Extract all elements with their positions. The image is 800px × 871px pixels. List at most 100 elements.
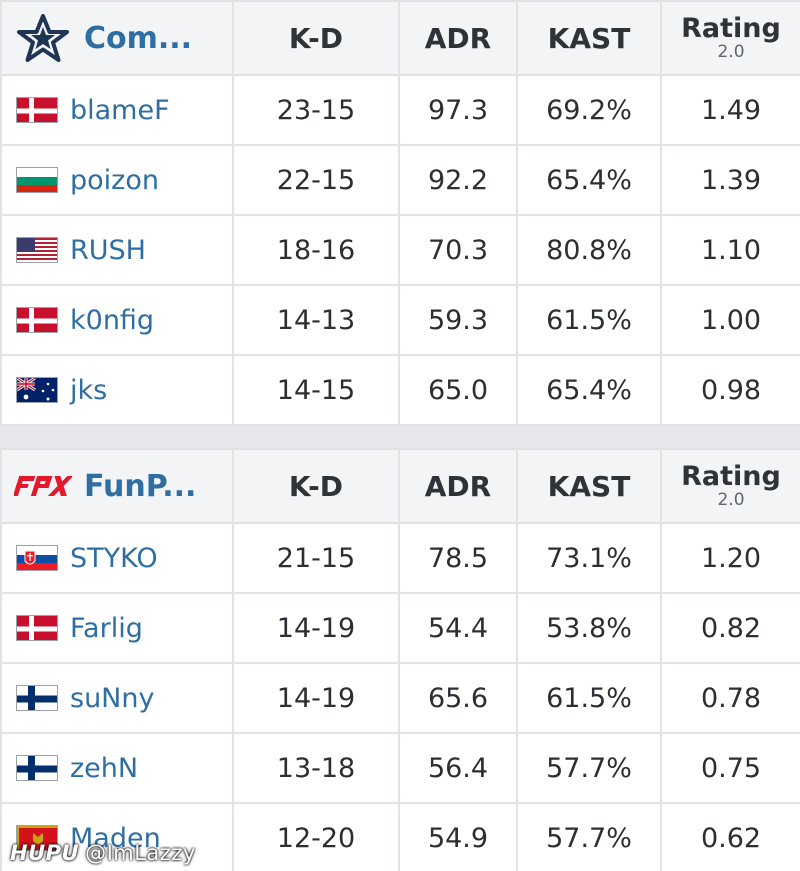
rating-value: 0.98 xyxy=(700,374,762,406)
flag-slovakia-icon xyxy=(16,545,58,571)
flag-denmark-icon xyxy=(16,307,58,333)
flag-finland-icon xyxy=(16,685,58,711)
player-name-link[interactable]: blameF xyxy=(70,94,170,126)
player-name-link[interactable]: poizon xyxy=(70,164,159,196)
adr-column-header[interactable]: ADR xyxy=(398,448,518,524)
rating-value: 1.00 xyxy=(700,304,762,336)
kast-header-label: KAST xyxy=(547,21,631,55)
flag-denmark-icon xyxy=(16,97,58,123)
table-header-row: FunP... K-D ADR KAST Rating 2.0 xyxy=(0,448,800,524)
kd-value: 12-20 xyxy=(276,822,356,854)
adr-value: 92.2 xyxy=(427,164,489,196)
rating-header-label: Rating xyxy=(681,461,781,492)
adr-header-label: ADR xyxy=(424,469,492,503)
rating-column-header[interactable]: Rating 2.0 xyxy=(660,448,800,524)
kast-value: 69.2% xyxy=(546,94,632,126)
kd-column-header[interactable]: K-D xyxy=(232,0,400,76)
flag-usa-icon xyxy=(16,237,58,263)
kd-value: 22-15 xyxy=(276,164,356,196)
kd-value: 14-15 xyxy=(276,374,356,406)
team-name[interactable]: FunP... xyxy=(84,468,197,504)
kast-column-header[interactable]: KAST xyxy=(516,448,662,524)
adr-value: 56.4 xyxy=(427,752,489,784)
rating-value: 1.39 xyxy=(700,164,762,196)
kast-value: 80.8% xyxy=(546,234,632,266)
player-name-link[interactable]: jks xyxy=(70,374,108,406)
kd-value: 23-15 xyxy=(276,94,356,126)
team-stats-table: FunP... K-D ADR KAST Rating 2.0 STYKO 21… xyxy=(0,448,800,871)
adr-value: 59.3 xyxy=(427,304,489,336)
rating-value: 0.78 xyxy=(700,682,762,714)
kd-value: 21-15 xyxy=(276,542,356,574)
kd-column-header[interactable]: K-D xyxy=(232,448,400,524)
player-row: RUSH 18-16 70.3 80.8% 1.10 xyxy=(0,214,800,286)
adr-value: 97.3 xyxy=(427,94,489,126)
team-header[interactable]: FunP... xyxy=(0,448,234,524)
flag-australia-icon xyxy=(16,377,58,403)
kd-header-label: K-D xyxy=(288,21,344,55)
kd-value: 13-18 xyxy=(276,752,356,784)
adr-value: 65.6 xyxy=(427,682,489,714)
watermark-handle: @ImLazzy xyxy=(85,841,196,865)
player-name-link[interactable]: suNny xyxy=(70,682,155,714)
player-row: jks 14-15 65.0 65.4% 0.98 xyxy=(0,354,800,426)
player-row: Maden 12-20 54.9 57.7% 0.62 xyxy=(0,802,800,871)
rating-column-header[interactable]: Rating 2.0 xyxy=(660,0,800,76)
adr-value: 54.9 xyxy=(427,822,489,854)
kast-header-label: KAST xyxy=(547,469,631,503)
player-row: STYKO 21-15 78.5 73.1% 1.20 xyxy=(0,522,800,594)
table-header-row: Com... K-D ADR KAST Rating 2.0 xyxy=(0,0,800,76)
kast-value: 65.4% xyxy=(546,164,632,196)
rating-value: 0.62 xyxy=(700,822,762,854)
flag-finland-icon xyxy=(16,755,58,781)
kast-value: 53.8% xyxy=(546,612,632,644)
rating-value: 1.10 xyxy=(700,234,762,266)
kast-value: 61.5% xyxy=(546,682,632,714)
adr-value: 78.5 xyxy=(427,542,489,574)
player-row: suNny 14-19 65.6 61.5% 0.78 xyxy=(0,662,800,734)
rating-version-label: 2.0 xyxy=(717,490,745,510)
kast-value: 57.7% xyxy=(546,752,632,784)
player-row: k0nfig 14-13 59.3 61.5% 1.00 xyxy=(0,284,800,356)
rating-value: 0.75 xyxy=(700,752,762,784)
team-stats-table: Com... K-D ADR KAST Rating 2.0 blameF 23… xyxy=(0,0,800,426)
kd-value: 14-19 xyxy=(276,682,356,714)
watermark: HUPU @ImLazzy xyxy=(10,841,196,865)
player-name-link[interactable]: k0nfig xyxy=(70,304,155,336)
player-row: zehN 13-18 56.4 57.7% 0.75 xyxy=(0,732,800,804)
rating-value: 1.20 xyxy=(700,542,762,574)
player-name-link[interactable]: Farlig xyxy=(70,612,143,644)
fpx-logo-icon xyxy=(14,462,72,510)
flag-denmark-icon xyxy=(16,615,58,641)
rating-header-label: Rating xyxy=(681,13,781,44)
adr-value: 70.3 xyxy=(427,234,489,266)
kd-header-label: K-D xyxy=(288,469,344,503)
rating-value: 1.49 xyxy=(700,94,762,126)
kast-value: 65.4% xyxy=(546,374,632,406)
player-row: Farlig 14-19 54.4 53.8% 0.82 xyxy=(0,592,800,664)
rating-value: 0.82 xyxy=(700,612,762,644)
player-name-link[interactable]: RUSH xyxy=(70,234,146,266)
complexity-star-icon xyxy=(14,14,72,62)
kast-value: 61.5% xyxy=(546,304,632,336)
kast-value: 57.7% xyxy=(546,822,632,854)
player-name-link[interactable]: STYKO xyxy=(70,542,158,574)
adr-header-label: ADR xyxy=(424,21,492,55)
team-header[interactable]: Com... xyxy=(0,0,234,76)
flag-bulgaria-icon xyxy=(16,167,58,193)
team-name[interactable]: Com... xyxy=(84,20,193,56)
adr-value: 65.0 xyxy=(427,374,489,406)
player-name-link[interactable]: zehN xyxy=(70,752,139,784)
kd-value: 18-16 xyxy=(276,234,356,266)
kast-column-header[interactable]: KAST xyxy=(516,0,662,76)
adr-column-header[interactable]: ADR xyxy=(398,0,518,76)
watermark-brand: HUPU xyxy=(10,841,80,865)
kast-value: 73.1% xyxy=(546,542,632,574)
adr-value: 54.4 xyxy=(427,612,489,644)
player-row: blameF 23-15 97.3 69.2% 1.49 xyxy=(0,74,800,146)
player-name-link[interactable]: Maden xyxy=(70,822,161,854)
rating-version-label: 2.0 xyxy=(717,42,745,62)
kd-value: 14-19 xyxy=(276,612,356,644)
flag-montenegro-icon xyxy=(16,825,58,851)
player-row: poizon 22-15 92.2 65.4% 1.39 xyxy=(0,144,800,216)
